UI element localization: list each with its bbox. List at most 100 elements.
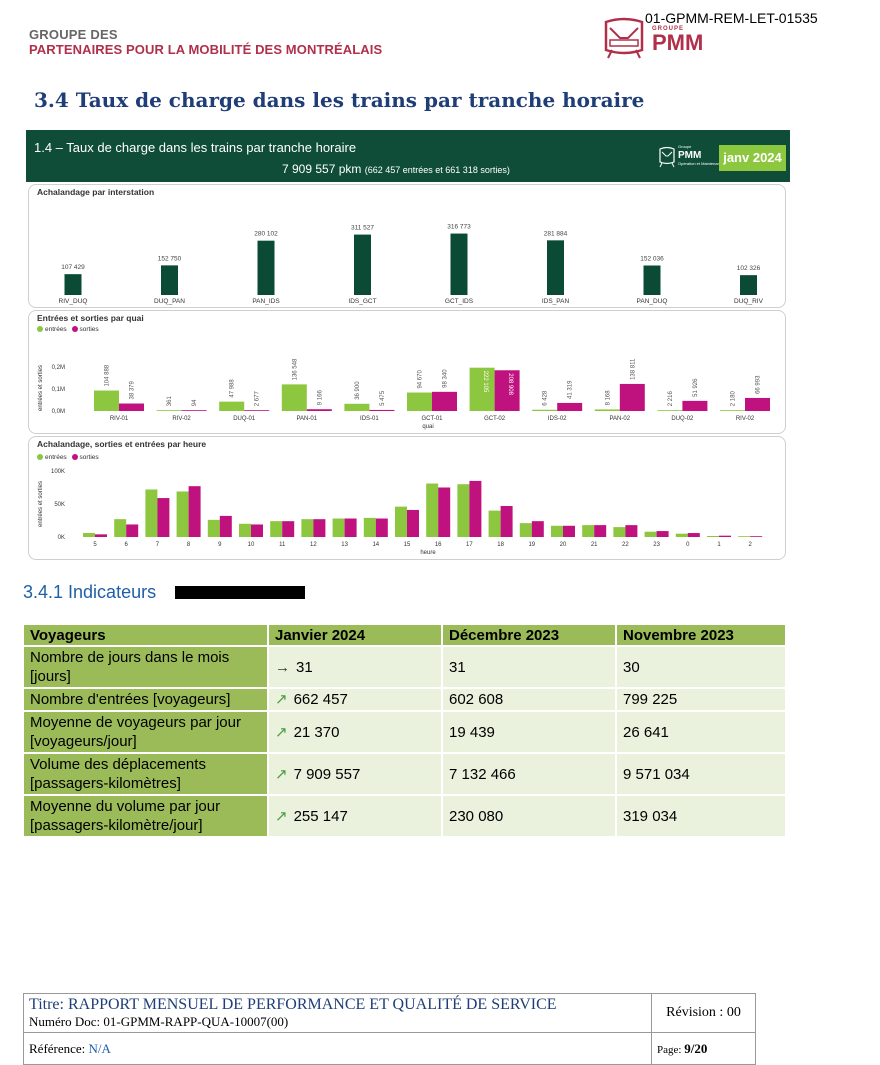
january-value: → 31 (268, 646, 443, 689)
bar-value-label: 47 988 (230, 379, 236, 398)
bar-value-label: 94 (192, 399, 198, 406)
dashboard-total: 7 909 557 pkm (662 457 entrées et 661 31… (282, 162, 510, 176)
interstation-bar (547, 240, 564, 295)
x-tick-label: 8 (187, 542, 191, 548)
trend-up-icon: ↗ (275, 691, 288, 708)
sorties-bar (745, 397, 770, 411)
sorties-bar (750, 536, 763, 537)
dashboard: 1.4 – Taux de charge dans les trains par… (26, 130, 790, 562)
bar-value-label: 41 319 (568, 380, 574, 399)
sorties-bar (619, 383, 645, 411)
bar-value-label: 208 908 (507, 373, 513, 395)
bar-value-label: 102 326 (737, 265, 761, 272)
x-tick-label: 7 (156, 542, 160, 548)
sorties-bar (188, 486, 201, 537)
x-tick-label: 22 (622, 542, 629, 548)
cell-value: 7 909 557 (293, 765, 361, 783)
january-value: ↗ 255 147 (268, 795, 443, 838)
period-badge: janv 2024 (719, 145, 786, 171)
footer-reference: Référence: N/A (23, 1032, 652, 1065)
dashboard-logo-sub: Opération et Maintenance (678, 161, 725, 166)
x-tick-label: 15 (404, 542, 411, 548)
x-tick-label: 14 (372, 542, 379, 548)
y-tick-label: 50K (54, 502, 65, 508)
december-value: 602 608 (442, 688, 617, 712)
x-tick-label: 23 (653, 542, 660, 548)
bar-value-label: 107 429 (61, 264, 85, 271)
row-label: Nombre d'entrées [voyageurs] (24, 688, 269, 712)
table-row: Moyenne du volume par jour [passagers-ki… (24, 795, 787, 838)
x-tick-label: IDS_GCT (348, 298, 376, 305)
table-header-row: Voyageurs Janvier 2024 Décembre 2023 Nov… (24, 625, 787, 647)
x-tick-label: 9 (218, 542, 222, 548)
legend-sorties-marker (71, 454, 78, 460)
x-tick-label: 6 (125, 542, 129, 548)
entrees-bar (114, 519, 127, 537)
sorties-bar (687, 533, 700, 537)
x-tick-label: DUQ_RIV (734, 298, 764, 305)
bar-value-label: 6 428 (543, 390, 549, 406)
november-value: 26 641 (616, 711, 787, 754)
cell-value: 662 457 (293, 691, 348, 708)
table-row: Moyenne de voyageurs par jour [voyageurs… (24, 711, 787, 754)
x-tick-label: RIV_DUQ (59, 298, 88, 305)
row-label: Moyenne de voyageurs par jour [voyageurs… (24, 711, 269, 754)
reference-label: Référence: (29, 1040, 89, 1056)
entrees-bar (219, 401, 245, 411)
sorties-bar (251, 524, 263, 537)
bar-value-label: 316 773 (447, 224, 471, 231)
bar-value-label: 361 (167, 396, 173, 407)
x-axis-label: quai (422, 424, 433, 430)
x-tick-label: 17 (466, 542, 473, 548)
x-tick-label: DUQ-02 (671, 416, 694, 422)
december-value: 31 (442, 646, 617, 689)
x-tick-label: IDS-02 (548, 416, 567, 422)
footer-title-cell: Titre: RAPPORT MENSUEL DE PERFORMANCE ET… (23, 993, 652, 1033)
bar-value-label: 66 993 (756, 375, 762, 394)
quai-legend: entrées sorties (37, 326, 99, 333)
x-tick-label: GCT_IDS (445, 298, 474, 305)
january-value: ↗ 7 909 557 (268, 753, 443, 796)
sorties-bar (344, 518, 357, 537)
entrees-bar (176, 491, 189, 537)
x-tick-label: 5 (93, 542, 97, 548)
entrees-bar (270, 521, 283, 537)
reference-value: N/A (88, 1040, 111, 1056)
legend-entrees: entrées (45, 326, 67, 333)
section-title: 3.4 Taux de charge dans les trains par t… (34, 88, 645, 112)
y-tick-label: 0,1M (52, 387, 65, 393)
trend-up-icon: ↗ (275, 765, 288, 783)
bar-value-label: 311 527 (351, 225, 374, 232)
sorties-bar (682, 400, 708, 411)
interstation-chart: 107 429 RIV_DUQ 152 750 DUQ_PAN 280 102 PAN_I… (59, 224, 764, 305)
november-value: 9 571 034 (616, 753, 787, 796)
bar-value-label: 9 166 (317, 390, 323, 406)
total-pkm: 7 909 557 pkm (282, 162, 362, 176)
x-tick-label: GCT-02 (484, 416, 506, 422)
entrees-bar (145, 489, 158, 537)
x-tick-label: 2 (749, 542, 753, 548)
column-header: Janvier 2024 (268, 625, 443, 647)
bar-value-label: 2 677 (255, 391, 261, 407)
sorties-bar (625, 525, 638, 537)
x-tick-label: IDS_PAN (542, 298, 570, 305)
legend-entrees-marker (37, 326, 43, 332)
sorties-bar (432, 391, 457, 411)
november-value: 319 034 (616, 795, 787, 838)
cell-value: 255 147 (293, 807, 348, 825)
entrees-bar (281, 384, 307, 411)
november-value: 799 225 (616, 688, 787, 712)
row-label: Nombre de jours dans le mois [jours] (24, 646, 269, 689)
table-row: Nombre de jours dans le mois [jours] → 31… (24, 646, 787, 689)
row-label: Volume des déplacements [passagers-kilom… (24, 753, 269, 796)
y-tick-label: 0K (58, 535, 65, 541)
entrees-bar (94, 390, 119, 411)
footer-doc-number: Numéro Doc: 01-GPMM-RAPP-QUA-10007(00) (29, 1014, 289, 1029)
bar-value-label: 222 105 (482, 371, 488, 393)
bar-value-label: 152 750 (158, 255, 182, 262)
train-logo-icon (604, 17, 644, 59)
entrees-bar (83, 533, 95, 537)
sorties-bar (557, 402, 583, 411)
entrees-bar (457, 484, 470, 537)
